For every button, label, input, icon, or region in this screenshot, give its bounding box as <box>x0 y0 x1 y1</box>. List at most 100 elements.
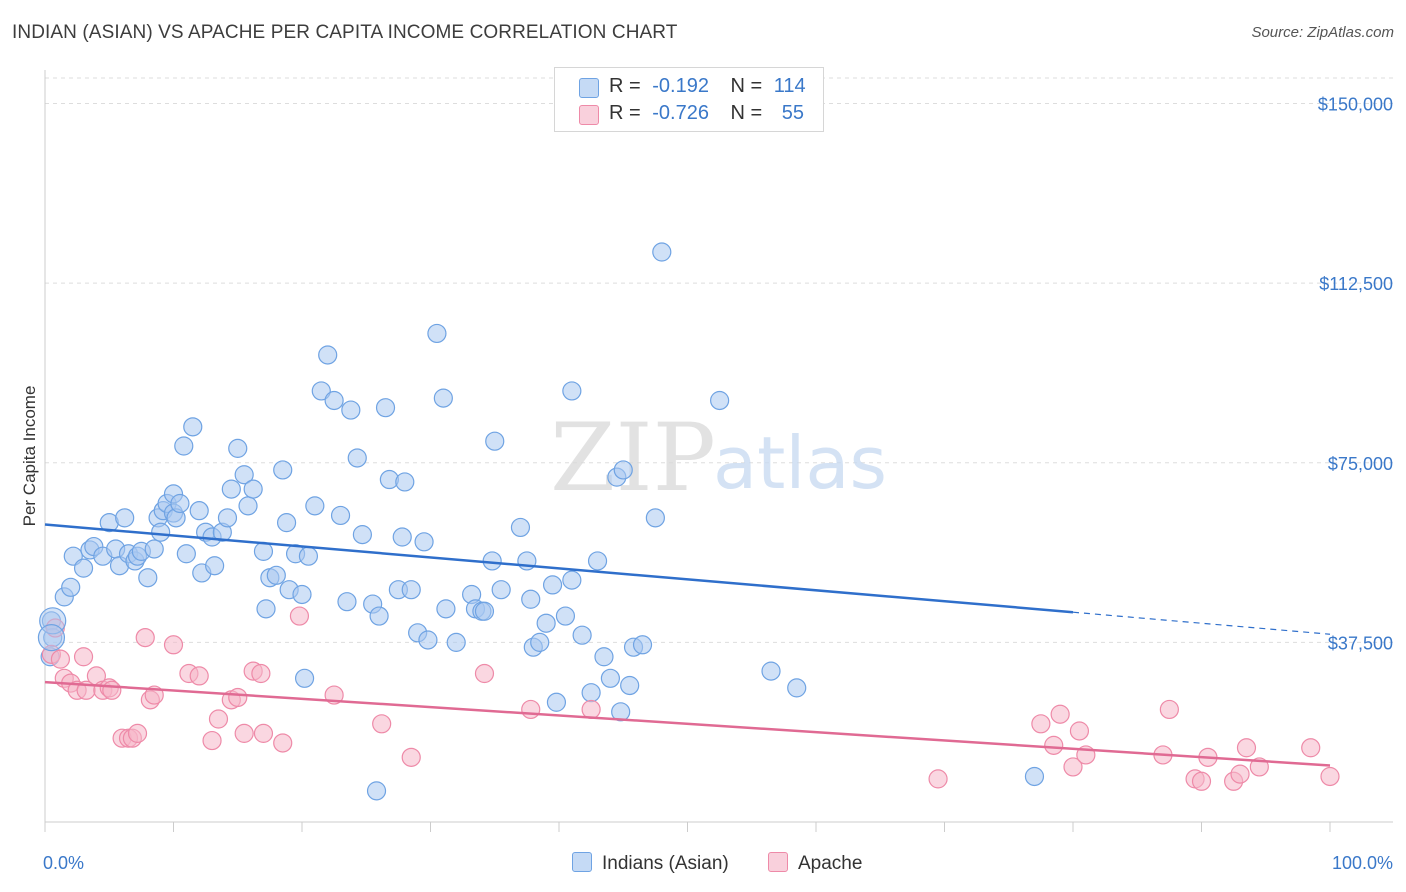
bottom-swatch-indians <box>572 852 592 872</box>
data-point <box>632 635 653 655</box>
data-point <box>115 508 135 528</box>
data-point <box>375 398 396 418</box>
bottom-label-apache: Apache <box>798 853 863 874</box>
data-point <box>562 381 582 401</box>
grid-lines <box>45 77 1393 643</box>
data-point <box>485 431 505 451</box>
data-point <box>1320 766 1340 787</box>
trend-line-apache <box>44 680 1331 767</box>
data-point <box>208 709 229 729</box>
data-point <box>414 532 434 552</box>
data-point <box>1236 738 1257 758</box>
n-label: N = <box>730 75 763 97</box>
data-point <box>253 723 274 743</box>
data-point <box>341 400 361 420</box>
data-point <box>144 539 164 559</box>
data-points <box>37 242 1340 801</box>
data-point <box>474 601 495 621</box>
data-point <box>135 627 155 648</box>
data-point <box>510 517 531 538</box>
data-point <box>294 668 315 688</box>
x-tick-label-max: 100.0% <box>1332 853 1393 873</box>
data-point <box>347 448 367 468</box>
y-tick-label: $37,500 <box>1328 633 1393 653</box>
r-label: R = <box>609 102 641 124</box>
data-point <box>305 496 325 516</box>
n-label: N = <box>730 102 763 124</box>
data-point <box>273 460 293 480</box>
bottom-swatch-apache <box>768 852 788 872</box>
axis-labels: Per Capita Income $37,500 $75,000 $112,500… <box>20 95 1393 873</box>
data-point <box>170 493 190 514</box>
data-point <box>1050 704 1070 724</box>
data-point <box>401 747 421 767</box>
data-point <box>217 508 238 528</box>
data-point <box>1069 721 1090 741</box>
correlation-legend: R = -0.192 N = 114 R = -0.726 N = 55 <box>554 67 824 132</box>
data-point <box>273 733 293 753</box>
data-point <box>251 663 271 684</box>
data-point <box>620 675 640 696</box>
data-point <box>491 580 511 600</box>
legend-swatch-indians <box>579 78 599 98</box>
data-point <box>102 680 122 700</box>
series-indians <box>40 242 1045 801</box>
bottom-legend-indians: Indians (Asian) <box>572 852 729 875</box>
data-point <box>266 565 286 585</box>
data-point <box>289 606 310 626</box>
axes <box>44 70 1393 832</box>
data-point <box>243 479 263 499</box>
n-value: 55 <box>781 102 805 124</box>
data-point <box>330 505 351 526</box>
data-point <box>521 589 541 609</box>
bottom-legend-apache: Apache <box>768 852 862 875</box>
data-point <box>594 647 614 667</box>
data-point <box>205 556 225 576</box>
data-point <box>613 460 633 480</box>
data-point <box>238 496 258 516</box>
data-point <box>174 436 194 456</box>
data-point <box>433 388 453 408</box>
data-point <box>61 577 81 597</box>
data-point <box>228 687 248 708</box>
r-label: R = <box>609 75 641 97</box>
data-point <box>395 472 415 492</box>
data-point <box>418 630 438 650</box>
data-point <box>151 522 171 542</box>
data-point <box>366 781 387 801</box>
watermark-zip: ZIP <box>550 404 716 513</box>
data-point <box>572 625 592 645</box>
watermark: ZIP atlas <box>550 404 887 513</box>
data-point <box>530 632 550 652</box>
data-point <box>202 730 222 751</box>
data-point <box>372 714 392 734</box>
data-point <box>645 508 665 528</box>
data-point <box>581 699 601 720</box>
data-point <box>318 345 338 365</box>
data-point <box>446 632 466 652</box>
data-point <box>221 479 241 499</box>
data-point <box>427 323 447 344</box>
n-value: 114 <box>773 75 806 97</box>
data-point <box>787 678 807 698</box>
x-tick-label-min: 0.0% <box>43 853 84 873</box>
data-point <box>761 661 781 681</box>
y-tick-label: $150,000 <box>1318 95 1393 115</box>
data-point <box>1024 766 1045 787</box>
data-point <box>1044 735 1064 755</box>
data-point <box>928 769 948 789</box>
watermark-atlas: atlas <box>713 421 887 505</box>
data-point <box>1063 757 1083 777</box>
data-point <box>228 438 248 458</box>
data-point <box>189 666 209 686</box>
data-point <box>474 663 495 684</box>
r-value: -0.726 <box>652 102 709 124</box>
data-point <box>652 242 672 262</box>
data-point <box>546 692 567 712</box>
data-point <box>562 570 582 590</box>
data-point <box>337 592 357 612</box>
data-point <box>1191 771 1212 791</box>
chart-title: INDIAN (ASIAN) VS APACHE PER CAPITA INCO… <box>12 22 678 43</box>
data-point <box>600 668 621 688</box>
